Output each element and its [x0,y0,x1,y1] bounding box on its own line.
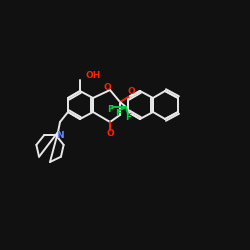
Text: N: N [56,130,64,140]
Text: F: F [107,104,113,114]
Text: O: O [106,130,114,138]
Text: OH: OH [86,70,102,80]
Text: O: O [127,86,135,96]
Text: F: F [125,112,131,122]
Text: F: F [115,110,121,118]
Text: O: O [103,82,111,92]
